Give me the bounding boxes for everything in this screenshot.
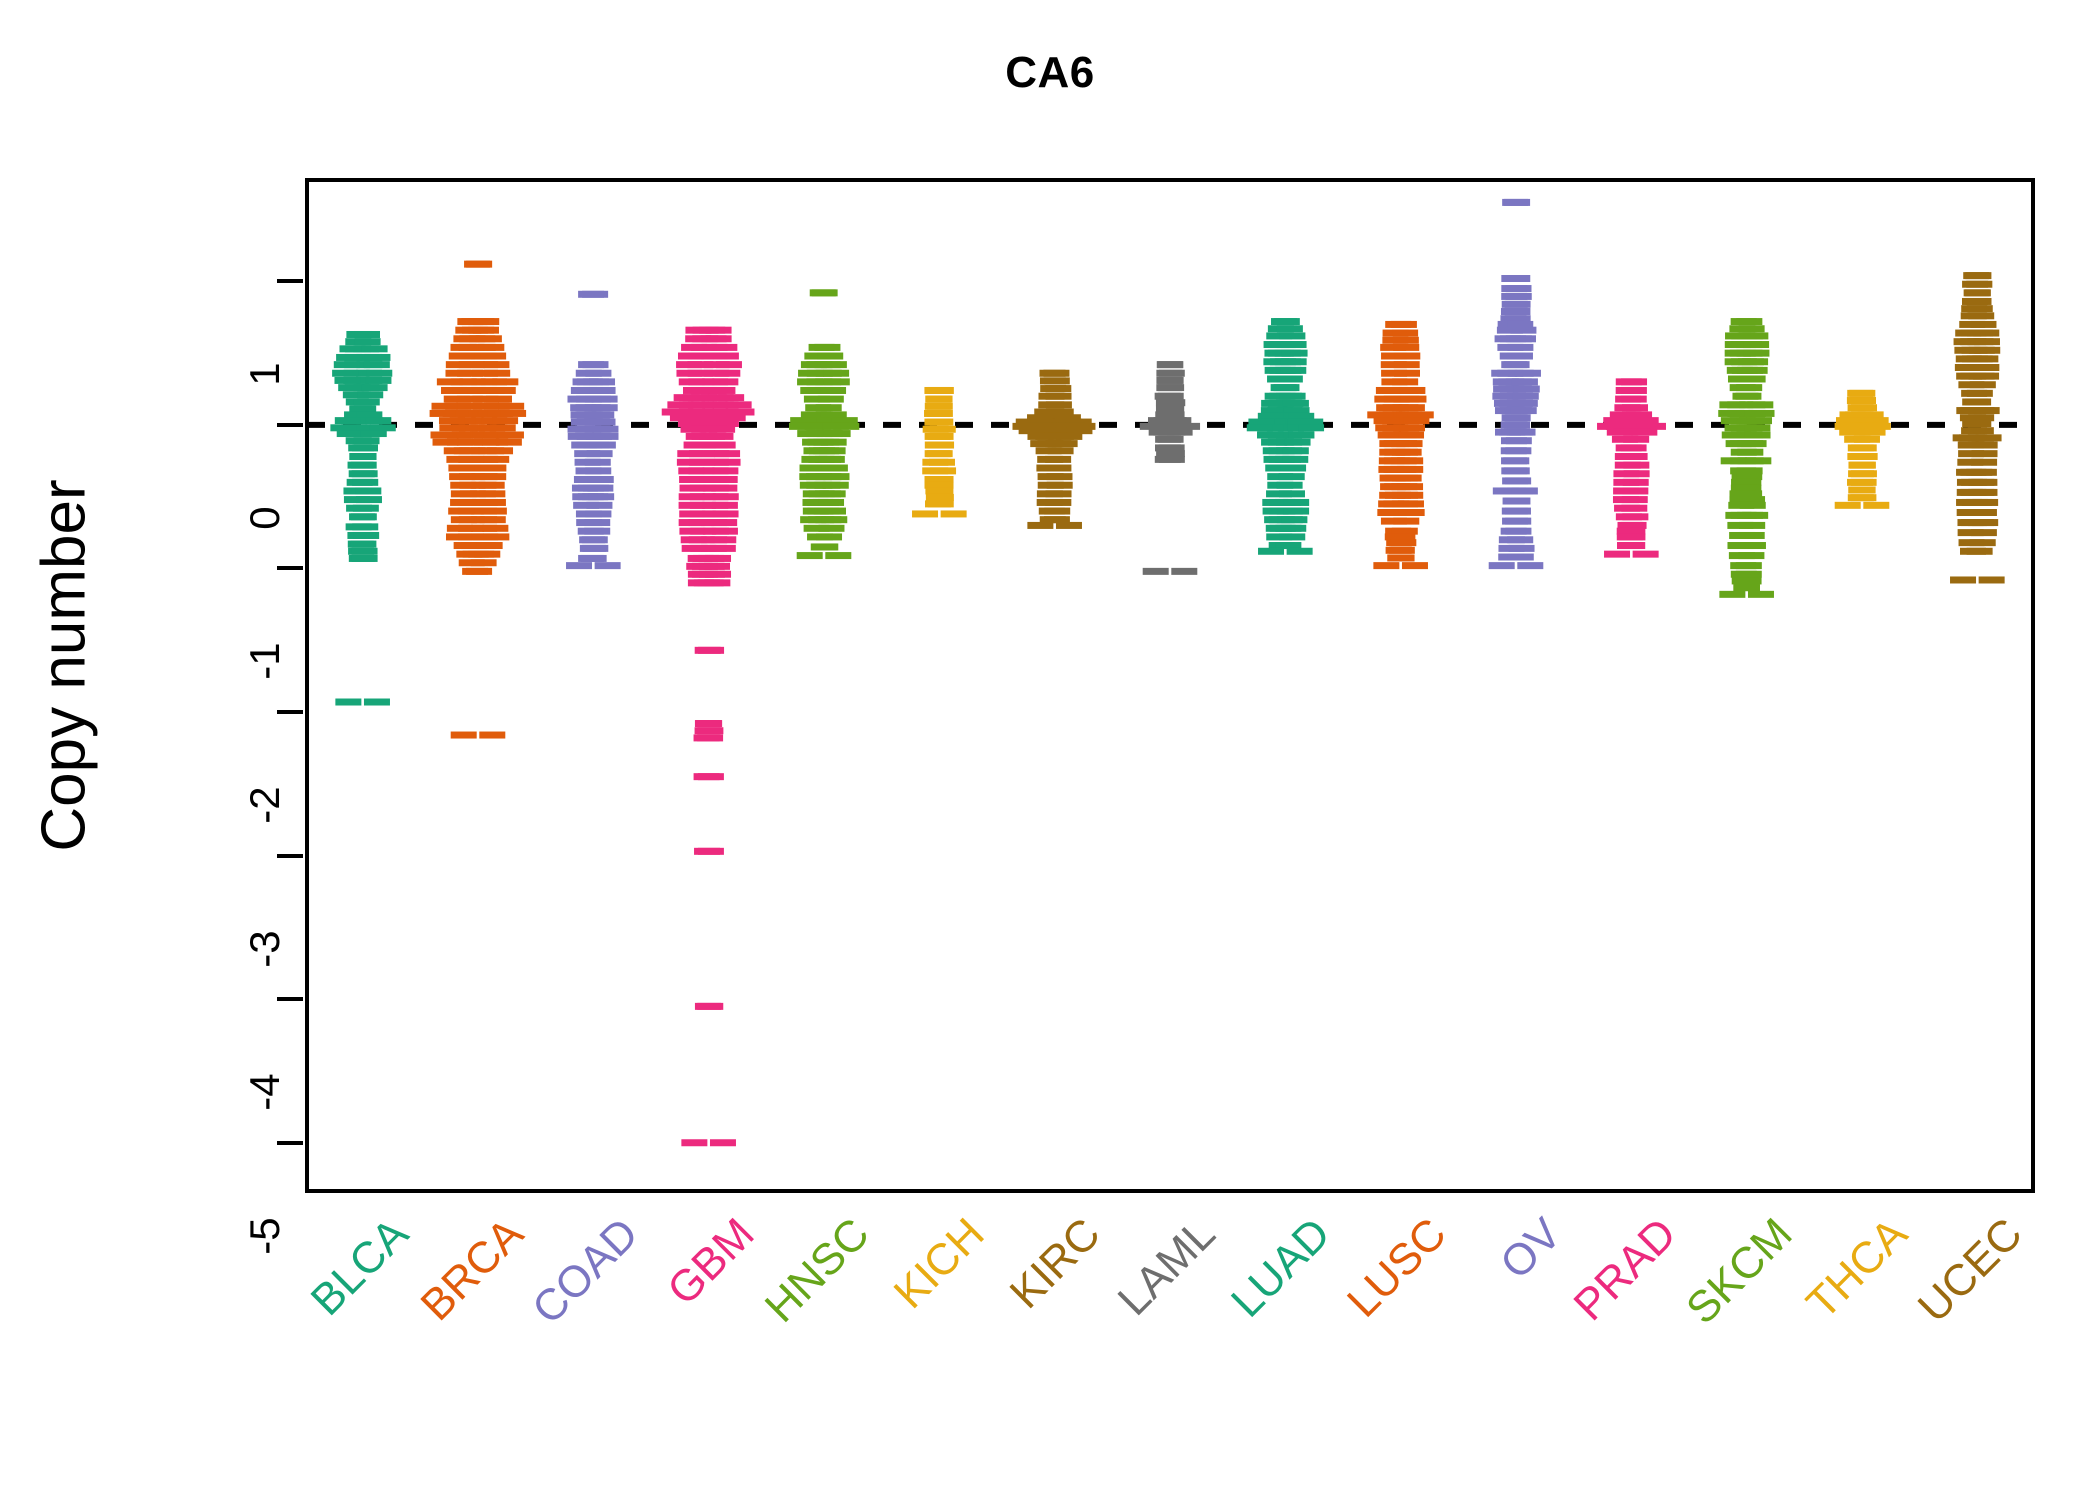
y-tick-mark: [277, 1140, 303, 1145]
y-tick-mark: [277, 566, 303, 571]
y-tick-mark: [277, 997, 303, 1002]
series-luad: [1246, 318, 1325, 555]
series-lusc: [1367, 320, 1434, 570]
series-coad: [566, 290, 621, 570]
y-tick-mark: [277, 853, 303, 858]
series-ucec: [1950, 272, 2005, 584]
series-ov: [1488, 198, 1544, 570]
chart-title: CA6: [1005, 48, 1095, 97]
series-kirc: [1012, 369, 1096, 529]
y-tick-mark: [277, 279, 303, 284]
series-brca: [429, 260, 527, 739]
series-thca: [1834, 389, 1891, 509]
y-tick-mark: [277, 710, 303, 715]
series-kich: [912, 386, 967, 518]
series-laml: [1139, 361, 1201, 575]
series-blca: [330, 330, 396, 706]
series-gbm: [661, 326, 755, 1147]
series-prad: [1597, 378, 1666, 558]
y-tick-mark: [277, 422, 303, 427]
y-tick-label: -5: [241, 1217, 288, 1255]
series-skcm: [1718, 318, 1775, 598]
series-hnsc: [789, 289, 860, 560]
